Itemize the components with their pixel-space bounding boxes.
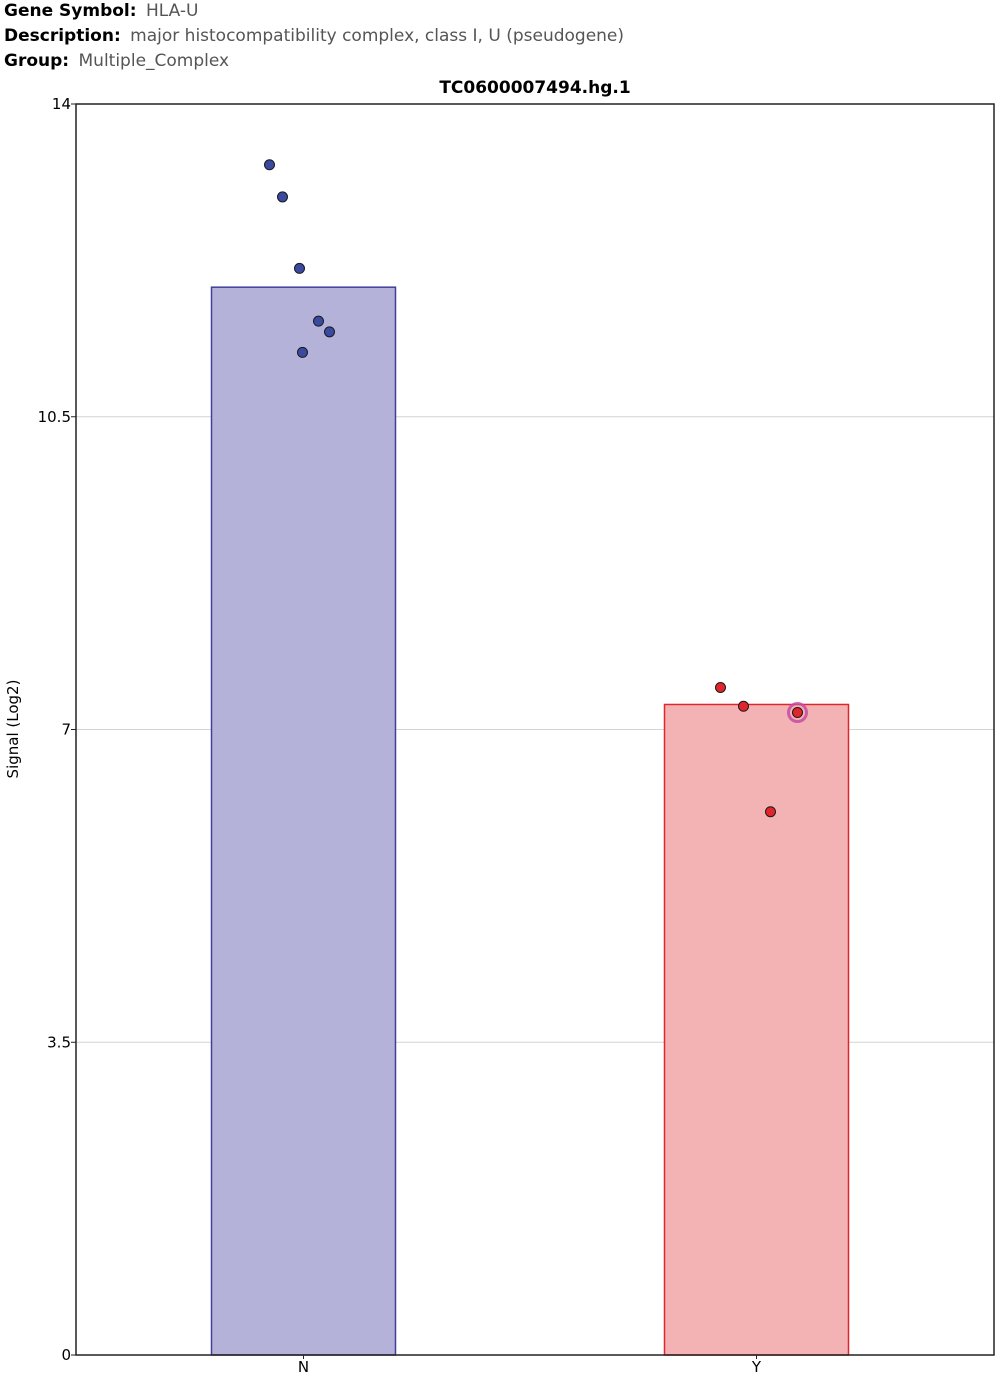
gene-info: Gene Symbol: HLA-U Description: major hi…: [4, 0, 624, 75]
description-key: Description:: [4, 26, 121, 46]
group-value: Multiple_Complex: [78, 51, 230, 71]
y-tick-label: 0: [61, 1346, 71, 1364]
y-tick-label: 10.5: [38, 408, 71, 426]
group-key: Group:: [4, 51, 70, 71]
chart-title: TC0600007494.hg.1: [439, 78, 630, 98]
y-tick-label: 3.5: [47, 1033, 71, 1051]
gene-symbol-row: Gene Symbol: HLA-U: [4, 0, 624, 25]
data-point-n[interactable]: [297, 346, 308, 358]
data-point-n[interactable]: [264, 159, 275, 171]
bar-n[interactable]: [210, 286, 397, 1356]
description-row: Description: major histocompatibility co…: [4, 25, 624, 50]
group-row: Group: Multiple_Complex: [4, 50, 624, 75]
data-point-n[interactable]: [313, 315, 324, 327]
data-point-y[interactable]: [738, 700, 749, 712]
gene-symbol-key: Gene Symbol:: [4, 1, 137, 21]
y-tick-label: 7: [61, 721, 71, 739]
bar-y[interactable]: [663, 703, 850, 1356]
y-axis-label: Signal (Log2): [4, 680, 22, 779]
points-group: [264, 159, 808, 818]
y-tick-label: 14: [52, 95, 71, 113]
bars-group: [210, 286, 850, 1356]
data-point-n[interactable]: [277, 191, 288, 203]
data-point-n[interactable]: [294, 262, 305, 274]
data-point-y[interactable]: [792, 707, 803, 719]
x-tick-label-y: Y: [751, 1358, 762, 1375]
data-point-y[interactable]: [715, 682, 726, 694]
description-value: major histocompatibility complex, class …: [130, 26, 625, 46]
x-tick-label-n: N: [298, 1358, 309, 1375]
highlight-ring: [787, 702, 808, 724]
gene-symbol-value: HLA-U: [145, 1, 199, 21]
data-point-n[interactable]: [324, 326, 335, 338]
y-axis-ticks: 0 3.5 7 10.5 14: [38, 95, 76, 1364]
data-point-y[interactable]: [765, 806, 776, 818]
